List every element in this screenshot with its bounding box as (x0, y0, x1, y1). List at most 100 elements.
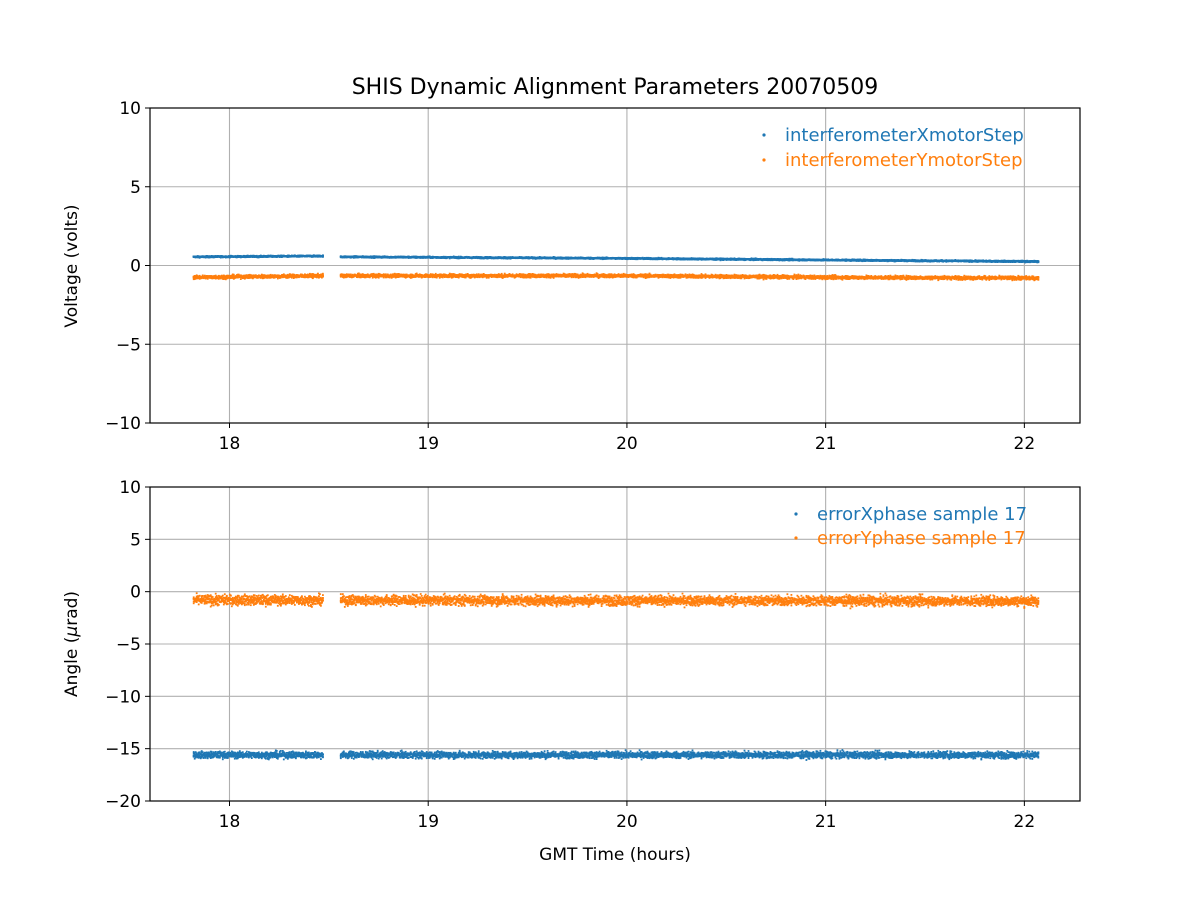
data-point (224, 255, 227, 258)
data-point (679, 257, 682, 260)
data-point (922, 259, 925, 262)
data-point (516, 257, 519, 260)
data-point (815, 259, 818, 262)
data-point (506, 257, 509, 260)
data-point (486, 256, 489, 259)
data-point (656, 258, 659, 261)
data-point (841, 259, 844, 262)
data-point (249, 255, 252, 258)
data-point (600, 257, 603, 260)
data-point (999, 260, 1002, 263)
data-point (686, 257, 689, 260)
data-point (782, 259, 785, 261)
data-point (384, 255, 387, 258)
data-point (685, 258, 688, 260)
data-point (563, 257, 566, 260)
data-point (424, 256, 427, 259)
data-point (1000, 260, 1003, 263)
data-point (961, 260, 964, 262)
data-point (787, 258, 790, 261)
data-point (860, 260, 863, 262)
data-point (706, 258, 709, 261)
voltage-data (192, 254, 1040, 282)
data-point (205, 255, 208, 258)
data-point (521, 256, 524, 259)
data-point (965, 260, 968, 263)
data-point (451, 256, 454, 259)
data-point (665, 258, 668, 260)
data-point (400, 255, 403, 258)
data-point (464, 256, 467, 258)
data-point (862, 258, 865, 261)
data-point (577, 257, 580, 260)
data-point (567, 258, 570, 260)
data-point (199, 256, 202, 258)
data-point (716, 258, 719, 261)
data-point (500, 256, 503, 259)
data-point (856, 259, 859, 262)
data-point (471, 256, 474, 259)
data-point (942, 260, 945, 262)
data-point (404, 255, 407, 258)
data-point (951, 260, 954, 263)
data-point (826, 259, 829, 261)
data-point (697, 258, 700, 261)
data-point (613, 257, 616, 259)
data-point (350, 255, 353, 258)
data-point (875, 259, 878, 262)
data-point (868, 259, 871, 262)
data-point (964, 260, 967, 263)
data-point (308, 254, 310, 257)
data-point (919, 260, 922, 262)
data-point (522, 257, 525, 259)
data-point (382, 255, 385, 258)
data-point (311, 256, 313, 258)
data-point (769, 258, 772, 261)
data-point (932, 259, 935, 262)
data-point (355, 256, 358, 259)
data-point (821, 258, 824, 261)
data-point (666, 258, 669, 260)
data-point (724, 257, 727, 260)
data-point (610, 257, 613, 260)
data-point (918, 259, 921, 262)
data-point (483, 257, 486, 260)
data-point (689, 258, 692, 260)
data-point (564, 257, 567, 260)
data-point (196, 256, 199, 259)
data-point (520, 256, 523, 259)
data-point (259, 256, 262, 258)
data-point (429, 257, 432, 259)
data-point (441, 256, 444, 259)
data-point (851, 259, 854, 261)
data-point (1007, 260, 1010, 263)
data-point (237, 256, 240, 258)
data-point (963, 259, 966, 262)
data-point (991, 260, 994, 263)
data-point (611, 257, 614, 260)
data-point (654, 257, 657, 260)
data-point (883, 259, 886, 261)
data-point (1003, 260, 1006, 263)
data-point (594, 256, 597, 259)
data-point (314, 255, 316, 258)
data-point (459, 255, 462, 258)
data-point (824, 258, 827, 261)
data-point (222, 256, 225, 258)
data-point (717, 258, 720, 261)
data-point (255, 255, 258, 258)
data-point (601, 257, 604, 260)
data-point (203, 256, 206, 258)
data-point (904, 260, 907, 262)
data-point (859, 258, 862, 261)
data-point (546, 256, 549, 259)
data-point (425, 256, 428, 259)
data-point (691, 258, 694, 260)
data-point (936, 260, 939, 263)
data-point (830, 258, 833, 261)
data-point (718, 258, 721, 261)
data-point (857, 259, 860, 261)
data-point (588, 257, 591, 260)
data-point (456, 256, 459, 259)
data-point (266, 254, 269, 257)
